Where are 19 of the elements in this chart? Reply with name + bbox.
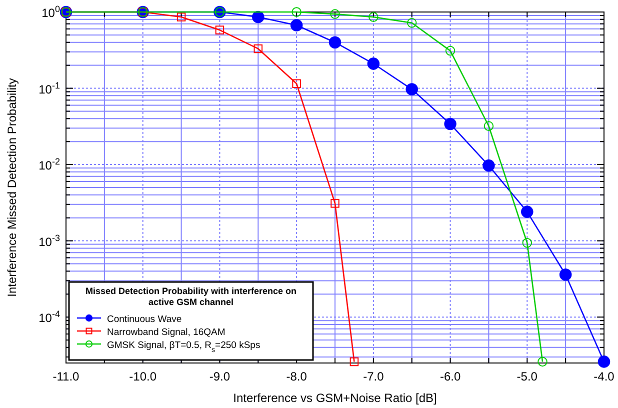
y-tick-label: 10$^{-3}$ bbox=[38, 232, 60, 249]
legend-title: Missed Detection Probability with interference on active GSM channel bbox=[85, 286, 297, 307]
y-axis-title: Interference Missed Detection Probability bbox=[5, 78, 19, 297]
x-axis-title: Interference vs GSM+Noise Ratio [dB] bbox=[233, 391, 437, 405]
x-tick-label: -5.0 bbox=[516, 370, 538, 384]
x-tick-label: -11.0 bbox=[52, 370, 80, 384]
y-tick-label: 10$^{-1}$ bbox=[38, 80, 60, 96]
y-tick-label: 10$^{-4}$ bbox=[38, 309, 60, 326]
x-tick-label: -10.0 bbox=[129, 370, 157, 384]
legend-label: GMSK Signal, βT=0.5, R$_{s}$=250 kSps bbox=[107, 340, 260, 354]
y-tick-label: 10$^{0}$ bbox=[42, 4, 60, 20]
x-tick-label: -6.0 bbox=[440, 370, 461, 384]
x-tick-label: -9.0 bbox=[209, 370, 230, 384]
legend-label: Continuous Wave bbox=[107, 314, 182, 325]
y-tick-label: 10$^{-2}$ bbox=[38, 156, 60, 173]
x-tick-label: -7.0 bbox=[363, 370, 384, 384]
legend-label: Narrowband Signal, 16QAM bbox=[107, 327, 226, 338]
x-tick-label: -4.0 bbox=[594, 370, 615, 384]
x-tick-label: -8.0 bbox=[286, 370, 308, 384]
